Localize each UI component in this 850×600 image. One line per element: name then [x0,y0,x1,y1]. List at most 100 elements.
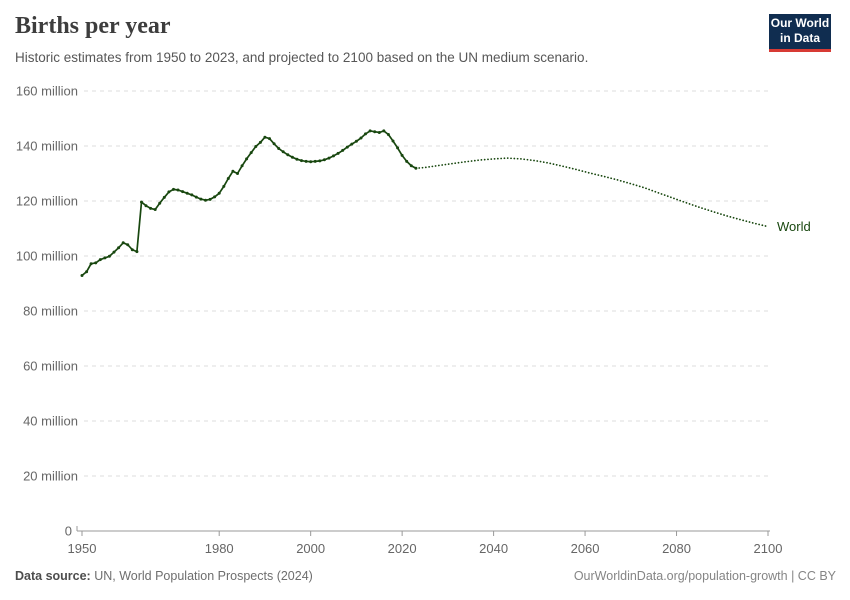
data-point [176,188,180,192]
data-point [414,166,418,170]
page-title: Births per year [15,13,171,39]
data-point [94,261,98,265]
y-tick-label: 20 million [23,469,78,484]
data-point [336,151,340,155]
data-point [149,206,153,210]
x-tick-label: 2080 [662,541,691,556]
data-point [162,195,166,199]
data-point [80,274,84,277]
data-point [377,131,381,134]
data-point [300,159,303,163]
historic-point-markers [80,129,418,277]
data-point [217,191,221,195]
data-point [272,142,276,146]
data-point [350,142,354,146]
data-point [322,158,326,162]
data-point [167,190,171,194]
data-point [98,258,102,262]
x-tick-label: 1980 [205,541,234,556]
data-source-text: UN, World Population Prospects (2024) [90,569,313,583]
data-point [181,190,185,194]
data-point [236,172,239,175]
y-tick-label: 0 [65,524,72,539]
data-point [263,135,267,139]
owid-logo: Our World in Data [769,14,831,52]
y-gridlines [84,90,770,477]
data-point [318,159,322,163]
data-point [199,197,203,201]
data-point [85,270,89,274]
y-tick-label: 80 million [23,304,78,319]
data-point [89,262,93,266]
data-point [345,145,349,149]
x-tick-label: 2100 [754,541,783,556]
data-point [400,153,404,157]
data-point [185,191,189,195]
data-point [327,156,331,160]
x-tick-label: 2020 [388,541,417,556]
data-point [268,137,271,141]
data-point [158,201,162,205]
world-line-projection [415,157,769,228]
data-point [277,147,281,150]
data-point [386,133,390,136]
y-tick-label: 120 million [16,194,78,209]
y-tick-label: 140 million [16,139,78,154]
x-tick-label: 2000 [296,541,325,556]
data-point [190,193,194,197]
logo-line-1: Our World [770,16,830,30]
data-point [107,254,111,258]
data-point [249,151,253,155]
x-tick-label: 1950 [68,541,97,556]
data-point [359,136,363,140]
data-point [172,187,175,191]
data-point [213,195,217,199]
world-line-historic [81,130,417,277]
data-point [368,129,372,133]
data-point [130,248,134,252]
y-tick-label: 160 million [16,84,78,99]
data-point [126,243,130,247]
data-point [290,155,294,159]
data-point [281,150,285,154]
data-point [245,157,249,161]
x-tick-label: 2060 [571,541,600,556]
data-point [103,256,107,260]
data-point [373,130,377,134]
data-point [208,197,212,201]
data-point [309,160,313,164]
data-point [231,169,235,173]
data-point [153,208,157,211]
data-point [313,159,317,163]
data-point [226,177,230,180]
y-tick-label: 60 million [23,359,78,374]
data-point [135,250,139,254]
owid-link[interactable]: OurWorldinData.org/population-growth | C… [573,569,836,583]
data-point [258,140,262,144]
data-point [332,154,335,158]
data-point [254,145,258,148]
data-point [405,159,409,163]
x-tick-label: 2040 [479,541,508,556]
logo-line-2: in Data [779,31,820,45]
data-point [144,204,148,208]
data-point [222,184,226,188]
data-source-label: Data source: [15,569,91,583]
data-point [341,148,345,152]
data-point [354,139,358,143]
data-point [121,241,125,245]
data-point [140,200,143,204]
y-tick-label: 40 million [23,414,78,429]
series-label-world[interactable]: World [777,219,811,234]
x-axis: 1950 1980 2000 2020 2040 2060 2080 2100 [68,526,783,556]
data-point [391,139,395,143]
data-point [409,164,413,168]
data-point [382,129,386,133]
data-point [204,198,207,202]
data-point [295,157,299,161]
data-source-note: Data source: UN, World Population Prospe… [15,569,313,583]
y-axis-labels: 0 20 million 40 million 60 million 80 millio… [16,84,78,539]
data-point [240,164,244,168]
